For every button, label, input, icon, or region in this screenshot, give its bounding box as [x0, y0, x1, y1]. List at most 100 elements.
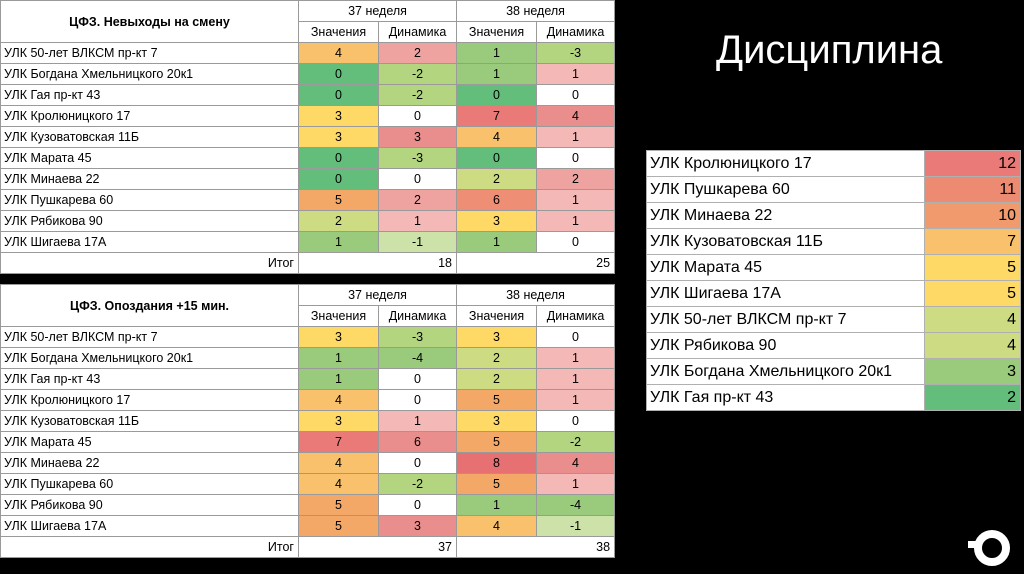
store-name: УЛК 50-лет ВЛКСМ пр-кт 7	[0, 326, 299, 348]
dynamics-cell: 4	[536, 105, 616, 127]
store-name: УЛК Марата 45	[0, 431, 299, 453]
store-name: УЛК Марата 45	[0, 147, 299, 169]
table-row: УЛК Марата 45 0 -3 0 0	[0, 147, 616, 169]
dynamics-cell: 1	[536, 347, 616, 369]
value-cell: 0	[456, 147, 538, 169]
value-cell: 6	[456, 189, 538, 211]
slide-title: Дисциплина	[716, 28, 943, 72]
value-cell: 5	[456, 389, 538, 411]
value-cell: 4	[298, 389, 379, 411]
dynamics-cell: 1	[536, 126, 616, 148]
ranking-value: 11	[924, 176, 1021, 203]
ranking-row: УЛК Минаева 22 10	[646, 202, 1021, 229]
ranking-value: 12	[924, 150, 1021, 177]
total-37: 18	[297, 252, 458, 274]
store-name: УЛК 50-лет ВЛКСМ пр-кт 7	[0, 42, 299, 64]
value-cell: 5	[456, 473, 538, 495]
total-label: Итог	[0, 252, 299, 274]
table-row: УЛК Кролюницкого 17 3 0 7 4	[0, 105, 616, 127]
dynamics-cell: 2	[377, 189, 458, 211]
dynamics-cell: 0	[377, 105, 458, 127]
column-header: Динамика	[536, 305, 616, 327]
table-row: УЛК Рябикова 90 5 0 1 -4	[0, 494, 616, 516]
table-row: УЛК Богдана Хмельницкого 20к1 0 -2 1 1	[0, 63, 616, 85]
week-header: 38 неделя	[456, 0, 616, 22]
value-cell: 1	[456, 231, 538, 253]
dynamics-cell: 0	[536, 84, 616, 106]
dynamics-cell: -3	[377, 147, 458, 169]
table-row: УЛК Кузоватовская 11Б 3 3 4 1	[0, 126, 616, 148]
column-header: Значения	[456, 21, 538, 43]
store-name: УЛК Кузоватовская 11Б	[0, 126, 299, 148]
dynamics-cell: 0	[536, 326, 616, 348]
value-cell: 1	[298, 231, 379, 253]
column-header: Значения	[298, 21, 379, 43]
value-cell: 5	[456, 431, 538, 453]
value-cell: 3	[456, 210, 538, 232]
store-name: УЛК Кролюницкого 17	[0, 389, 299, 411]
ranking-store-name: УЛК Минаева 22	[646, 202, 925, 229]
ranking-store-name: УЛК Гая пр-кт 43	[646, 384, 925, 411]
dynamics-cell: -1	[377, 231, 458, 253]
dynamics-cell: 1	[377, 410, 458, 432]
store-name: УЛК Минаева 22	[0, 452, 299, 474]
value-cell: 7	[456, 105, 538, 127]
value-cell: 0	[298, 168, 379, 190]
column-header: Значения	[298, 305, 379, 327]
value-cell: 1	[298, 347, 379, 369]
column-header: Значения	[456, 305, 538, 327]
ranking-store-name: УЛК Марата 45	[646, 254, 925, 281]
store-name: УЛК Пушкарева 60	[0, 473, 299, 495]
dynamics-cell: -4	[536, 494, 616, 516]
total-37: 37	[297, 536, 458, 558]
ranking-value: 5	[924, 280, 1021, 307]
week-header: 37 неделя	[297, 0, 458, 22]
store-name: УЛК Пушкарева 60	[0, 189, 299, 211]
value-cell: 1	[456, 63, 538, 85]
ranking-row: УЛК Гая пр-кт 43 2	[646, 384, 1021, 411]
dynamics-cell: 1	[536, 189, 616, 211]
value-cell: 4	[456, 515, 538, 537]
store-name: УЛК Рябикова 90	[0, 210, 299, 232]
ranking-store-name: УЛК Кузоватовская 11Б	[646, 228, 925, 255]
ranking-row: УЛК Пушкарева 60 11	[646, 176, 1021, 203]
value-cell: 0	[456, 84, 538, 106]
ranking-row: УЛК Кролюницкого 17 12	[646, 150, 1021, 177]
dynamics-cell: 2	[377, 42, 458, 64]
table-row: УЛК Богдана Хмельницкого 20к1 1 -4 2 1	[0, 347, 616, 369]
table-row: УЛК Рябикова 90 2 1 3 1	[0, 210, 616, 232]
dynamics-cell: 1	[377, 210, 458, 232]
ranking-row: УЛК Рябикова 90 4	[646, 332, 1021, 359]
table-row: УЛК Кузоватовская 11Б 3 1 3 0	[0, 410, 616, 432]
value-cell: 2	[298, 210, 379, 232]
dynamics-cell: -2	[377, 63, 458, 85]
table-title: ЦФЗ. Невыходы на смену	[0, 0, 299, 43]
table-row: УЛК 50-лет ВЛКСМ пр-кт 7 3 -3 3 0	[0, 326, 616, 348]
dynamics-cell: -2	[377, 473, 458, 495]
ranking-store-name: УЛК Рябикова 90	[646, 332, 925, 359]
ranking-row: УЛК Шигаева 17А 5	[646, 280, 1021, 307]
dynamics-cell: -2	[377, 84, 458, 106]
dynamics-cell: 0	[536, 231, 616, 253]
ranking-value: 3	[924, 358, 1021, 385]
value-cell: 1	[456, 42, 538, 64]
ranking-store-name: УЛК Кролюницкого 17	[646, 150, 925, 177]
dynamics-cell: 0	[377, 494, 458, 516]
dynamics-cell: -3	[536, 42, 616, 64]
ranking-value: 4	[924, 332, 1021, 359]
dynamics-cell: 3	[377, 515, 458, 537]
absence-table: ЦФЗ. Невыходы на смену 37 неделя 38 неделя…	[0, 0, 616, 274]
value-cell: 0	[298, 63, 379, 85]
store-name: УЛК Шигаева 17А	[0, 231, 299, 253]
value-cell: 8	[456, 452, 538, 474]
ranking-store-name: УЛК Шигаева 17А	[646, 280, 925, 307]
dynamics-cell: 0	[536, 410, 616, 432]
ranking-row: УЛК Богдана Хмельницкого 20к1 3	[646, 358, 1021, 385]
value-cell: 3	[298, 410, 379, 432]
value-cell: 3	[456, 326, 538, 348]
dynamics-cell: 1	[536, 210, 616, 232]
store-name: УЛК Минаева 22	[0, 168, 299, 190]
ranking-value: 2	[924, 384, 1021, 411]
column-header: Динамика	[377, 21, 458, 43]
